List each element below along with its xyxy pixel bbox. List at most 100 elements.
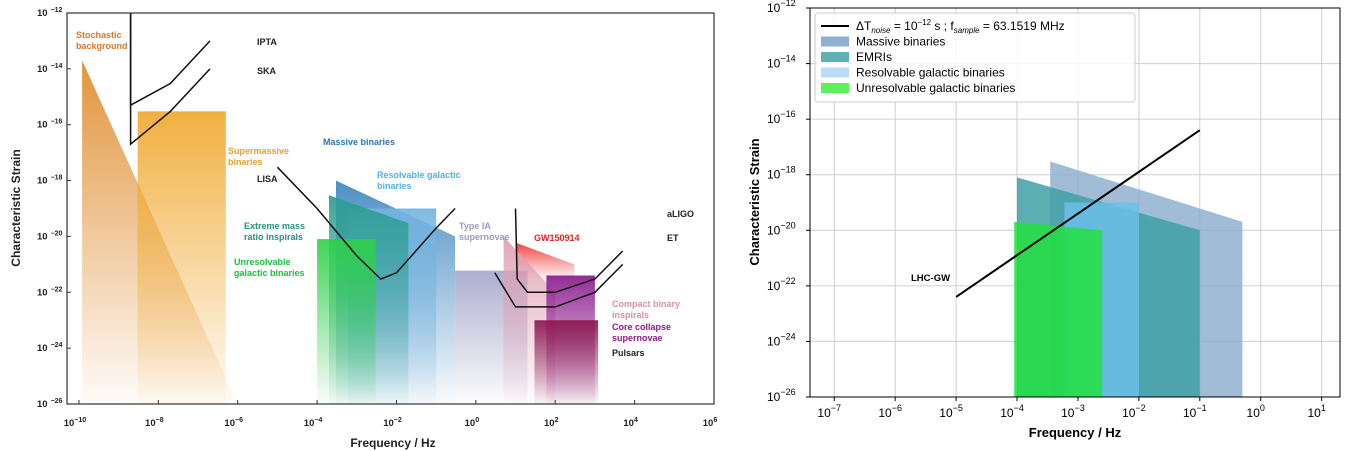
y-tick-label: 10−14 (767, 54, 796, 71)
label-line: supernovae (459, 232, 510, 242)
legend-entry: EMRIs (856, 50, 892, 64)
y-tick-exponent: −12 (51, 7, 63, 14)
legend-patch-swatch (821, 52, 849, 62)
y-tick-label: 10−24 (767, 331, 796, 348)
y-tick-label: 10−22 (767, 276, 796, 293)
y-tick-label: 10−14 (37, 63, 63, 75)
label-ipta: IPTA (257, 37, 277, 47)
y-tick-base: 10 (767, 57, 781, 71)
x-tick-base: 10 (939, 406, 953, 420)
x-tick-exponent: −10 (74, 417, 86, 424)
x-tick-exponent: −2 (1135, 403, 1145, 413)
x-tick-label: 10−4 (1000, 403, 1024, 420)
y-axis-label: Characteristic Strain (747, 138, 762, 265)
label-line: Supermassive (228, 146, 289, 156)
legend-entry: Massive binaries (856, 35, 945, 49)
y-tick-base: 10 (767, 390, 781, 404)
label-resolvable-galactic-binaries: Resolvable galactic binaries (377, 170, 461, 191)
y-tick-base: 10 (37, 8, 48, 19)
x-tick-exponent: −4 (1014, 403, 1024, 413)
y-tick-base: 10 (37, 287, 48, 298)
y-tick-exponent: −14 (51, 63, 63, 70)
y-tick-label: 10−18 (767, 165, 796, 182)
y-tick-exponent: −20 (51, 230, 63, 237)
label-line: binaries (228, 157, 263, 167)
label-pulsars: Pulsars (612, 348, 645, 358)
y-tick-label: 10−18 (37, 175, 63, 187)
legend-entry: Resolvable galactic binaries (856, 66, 1005, 80)
label-line: supernovae (612, 333, 663, 343)
legend-entry: Unresolvable galactic binaries (856, 81, 1015, 95)
x-tick-label: 10−2 (383, 417, 402, 429)
x-tick-exponent: 2 (555, 417, 559, 424)
x-axis-label: Frequency / Hz (1029, 425, 1122, 440)
label-line: background (76, 41, 128, 51)
legend-text-part: −12 (918, 18, 932, 27)
label-unresolvable-galactic-binaries: Unresolvable galactic binaries (234, 257, 305, 278)
legend-patch-swatch (821, 67, 849, 78)
label-line: ratio inspirals (244, 232, 303, 242)
y-tick-base: 10 (37, 231, 48, 242)
x-tick-base: 10 (224, 418, 235, 429)
x-tick-label: 102 (544, 417, 559, 429)
x-axis-label: Frequency / Hz (350, 436, 435, 450)
region-pulsars (534, 320, 599, 404)
label-line: Extreme mass (244, 221, 305, 231)
x-tick-exponent: −5 (953, 403, 963, 413)
curve-lhc-gw (955, 129, 1201, 298)
y-tick-label: 10−24 (37, 342, 63, 354)
y-tick-base: 10 (37, 64, 48, 75)
x-tick-label: 10−6 (224, 417, 243, 429)
plot-area (955, 129, 1243, 397)
label-compact-binary-inspirals: Compact binary inspirals (612, 299, 680, 320)
legend: ΔTnoise = 10−12 s ; fsample = 63.1519 MH… (814, 12, 1136, 103)
x-tick-base: 10 (1307, 406, 1321, 420)
label-lisa: LISA (257, 174, 278, 184)
label-line: binaries (377, 181, 412, 191)
y-tick-base: 10 (37, 343, 48, 354)
legend-text-part: s ; f (931, 19, 954, 33)
legend-patch-swatch (821, 83, 849, 93)
y-tick-label: 10−16 (37, 119, 63, 131)
y-tick-label: 10−26 (767, 387, 796, 404)
label-stochastic-background: Stochastic background (76, 30, 128, 51)
y-tick-exponent: −18 (51, 175, 63, 182)
label-gw150914: GW150914 (534, 233, 580, 243)
x-tick-label: 100 (1247, 403, 1265, 420)
curve-et (494, 263, 624, 308)
y-tick-base: 10 (37, 120, 48, 131)
x-tick-label: 104 (623, 417, 638, 429)
x-tick-exponent: −6 (892, 403, 902, 413)
y-tick-label: 10−12 (37, 7, 63, 19)
x-tick-label: 10−2 (1122, 403, 1146, 420)
y-tick-base: 10 (767, 112, 781, 126)
x-tick-base: 10 (145, 418, 156, 429)
y-tick-exponent: −18 (780, 165, 795, 175)
y-tick-label: 10−12 (767, 0, 796, 15)
label-line: Unresolvable (234, 257, 291, 267)
x-tick-label: 10−1 (1183, 403, 1207, 420)
curve-lisa (276, 166, 456, 280)
x-tick-label: 106 (703, 417, 718, 429)
y-tick-exponent: −22 (780, 276, 795, 286)
x-tick-label: 100 (465, 417, 480, 429)
label-supermassive-binaries: Supermassive binaries (228, 146, 289, 167)
y-tick-exponent: −16 (51, 119, 63, 126)
plot-frame (809, 7, 1341, 398)
x-tick-exponent: 6 (713, 417, 717, 424)
y-tick-base: 10 (767, 168, 781, 182)
x-tick-base: 10 (1061, 406, 1075, 420)
y-tick-base: 10 (767, 279, 781, 293)
curve-ska (129, 13, 211, 146)
y-tick-label: 10−22 (37, 286, 63, 298)
label-massive-binaries: Massive binaries (323, 137, 395, 147)
label-line: inspirals (612, 310, 649, 320)
legend-text-part: sample (954, 26, 980, 35)
x-tick-exponent: −8 (156, 417, 164, 424)
label-line: Type IA (459, 221, 491, 231)
chart-right-svg: 10−7 10−6 10−5 10−4 10−3 10−2 10−1 100 10110−121… (747, 0, 1341, 440)
x-tick-label: 10−6 (878, 403, 902, 420)
legend-patch-swatch (821, 36, 849, 47)
legend-text-part: = 63.1519 MHz (980, 19, 1065, 33)
